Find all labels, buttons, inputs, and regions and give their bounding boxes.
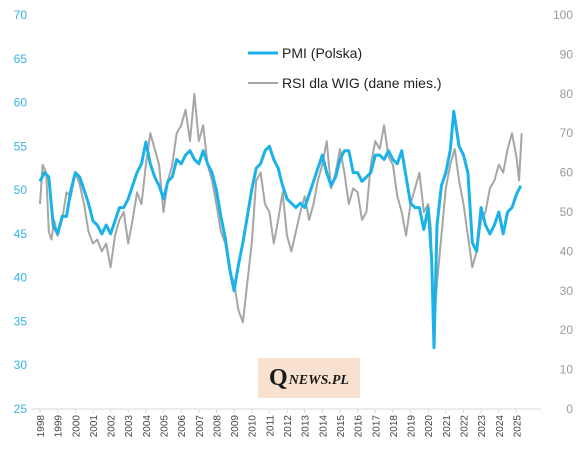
x-tick-label: 2007 [195, 415, 206, 438]
right-tick-label: 100 [553, 8, 573, 22]
logo-wordmark: NEWS.PL [288, 372, 349, 388]
x-tick-label: 2013 [301, 415, 312, 438]
x-tick-label: 2024 [495, 415, 506, 438]
series-line-pmi [38, 109, 523, 350]
x-tick-label: 2014 [318, 415, 329, 438]
left-tick-label: 45 [14, 227, 28, 241]
right-tick-label: 30 [560, 284, 574, 298]
left-tick-label: 25 [14, 402, 28, 416]
right-tick-label: 90 [560, 47, 574, 61]
right-tick-label: 40 [560, 244, 574, 258]
left-tick-label: 70 [14, 8, 28, 22]
x-tick-label: 2008 [212, 415, 223, 438]
x-tick-label: 2019 [407, 415, 418, 438]
x-tick-label: 2017 [371, 415, 382, 438]
x-tick-label: 2015 [336, 415, 347, 438]
x-tick-label: 2023 [477, 415, 488, 438]
right-axis-ticks: 0 10 20 30 40 50 60 70 80 90 100 [553, 8, 573, 416]
x-tick-label: 2021 [442, 415, 453, 438]
x-tick-label: 2012 [283, 415, 294, 438]
left-tick-label: 50 [14, 183, 28, 197]
legend: PMI (Polska) RSI dla WIG (dane mies.) [248, 45, 442, 91]
x-tick-label: 2016 [354, 415, 365, 438]
right-tick-label: 70 [560, 126, 574, 140]
x-tick-label: 2004 [142, 415, 153, 438]
legend-label-pmi: PMI (Polska) [282, 45, 362, 61]
left-tick-label: 60 [14, 96, 28, 110]
series-line-rsi [39, 92, 523, 332]
x-tick-label: 1998 [36, 415, 47, 438]
x-tick-label: 2011 [265, 415, 276, 437]
x-tick-label: 2018 [389, 415, 400, 438]
x-tick-label: 2022 [459, 415, 470, 438]
left-tick-label: 40 [14, 271, 28, 285]
x-tick-label: 1999 [54, 415, 65, 438]
x-tick-label: 2010 [248, 415, 259, 438]
left-tick-label: 30 [14, 358, 28, 372]
x-tick-label: 2002 [107, 415, 118, 438]
left-tick-label: 55 [14, 139, 28, 153]
left-tick-label: 35 [14, 314, 28, 328]
right-tick-label: 50 [560, 205, 574, 219]
x-tick-label: 2005 [160, 415, 171, 438]
series-layer [38, 92, 523, 350]
left-axis-ticks: 25 30 35 40 45 50 55 60 65 70 [14, 8, 28, 416]
qnews-logo: Q NEWS.PL [258, 358, 360, 398]
right-tick-label: 20 [560, 323, 574, 337]
right-tick-label: 60 [560, 166, 574, 180]
legend-label-rsi: RSI dla WIG (dane mies.) [282, 75, 442, 91]
left-tick-label: 65 [14, 52, 28, 66]
right-tick-label: 0 [566, 402, 573, 416]
right-tick-label: 80 [560, 87, 574, 101]
x-tick-label: 2001 [89, 415, 100, 438]
logo-letter-q: Q [269, 364, 288, 391]
x-tick-label: 2025 [512, 415, 523, 438]
x-axis-ticks: 1998 1999 2000 2001 2002 2003 2004 2005 2006 2007… [36, 409, 523, 437]
x-tick-label: 2000 [71, 415, 82, 438]
x-tick-label: 2006 [177, 415, 188, 438]
right-tick-label: 10 [560, 363, 574, 377]
x-tick-label: 2009 [230, 415, 241, 438]
x-tick-label: 2020 [424, 415, 435, 438]
x-tick-label: 2003 [124, 415, 135, 438]
